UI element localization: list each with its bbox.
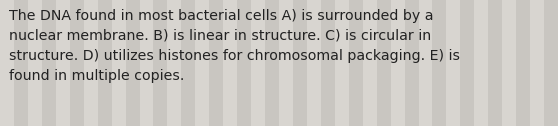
Bar	[42, 0, 56, 126]
Bar	[181, 0, 195, 126]
Bar	[391, 0, 405, 126]
Bar	[502, 0, 516, 126]
Bar	[237, 0, 251, 126]
Bar	[488, 0, 502, 126]
Bar	[112, 0, 126, 126]
Bar	[28, 0, 42, 126]
Bar	[293, 0, 307, 126]
Bar	[223, 0, 237, 126]
Bar	[14, 0, 28, 126]
Text: The DNA found in most bacterial cells A) is surrounded by a
nuclear membrane. B): The DNA found in most bacterial cells A)…	[9, 9, 460, 83]
Bar	[307, 0, 321, 126]
Bar	[70, 0, 84, 126]
Bar	[167, 0, 181, 126]
Bar	[474, 0, 488, 126]
Bar	[279, 0, 293, 126]
Bar	[432, 0, 446, 126]
Bar	[153, 0, 167, 126]
Bar	[335, 0, 349, 126]
Bar	[363, 0, 377, 126]
Bar	[377, 0, 391, 126]
Bar	[98, 0, 112, 126]
Bar	[251, 0, 265, 126]
Bar	[126, 0, 140, 126]
Bar	[446, 0, 460, 126]
Bar	[321, 0, 335, 126]
Bar	[56, 0, 70, 126]
Bar	[0, 0, 14, 126]
Bar	[405, 0, 418, 126]
Bar	[544, 0, 558, 126]
Bar	[209, 0, 223, 126]
Bar	[530, 0, 544, 126]
Bar	[84, 0, 98, 126]
Bar	[140, 0, 153, 126]
Bar	[349, 0, 363, 126]
Bar	[418, 0, 432, 126]
Bar	[195, 0, 209, 126]
Bar	[265, 0, 279, 126]
Bar	[460, 0, 474, 126]
Bar	[516, 0, 530, 126]
